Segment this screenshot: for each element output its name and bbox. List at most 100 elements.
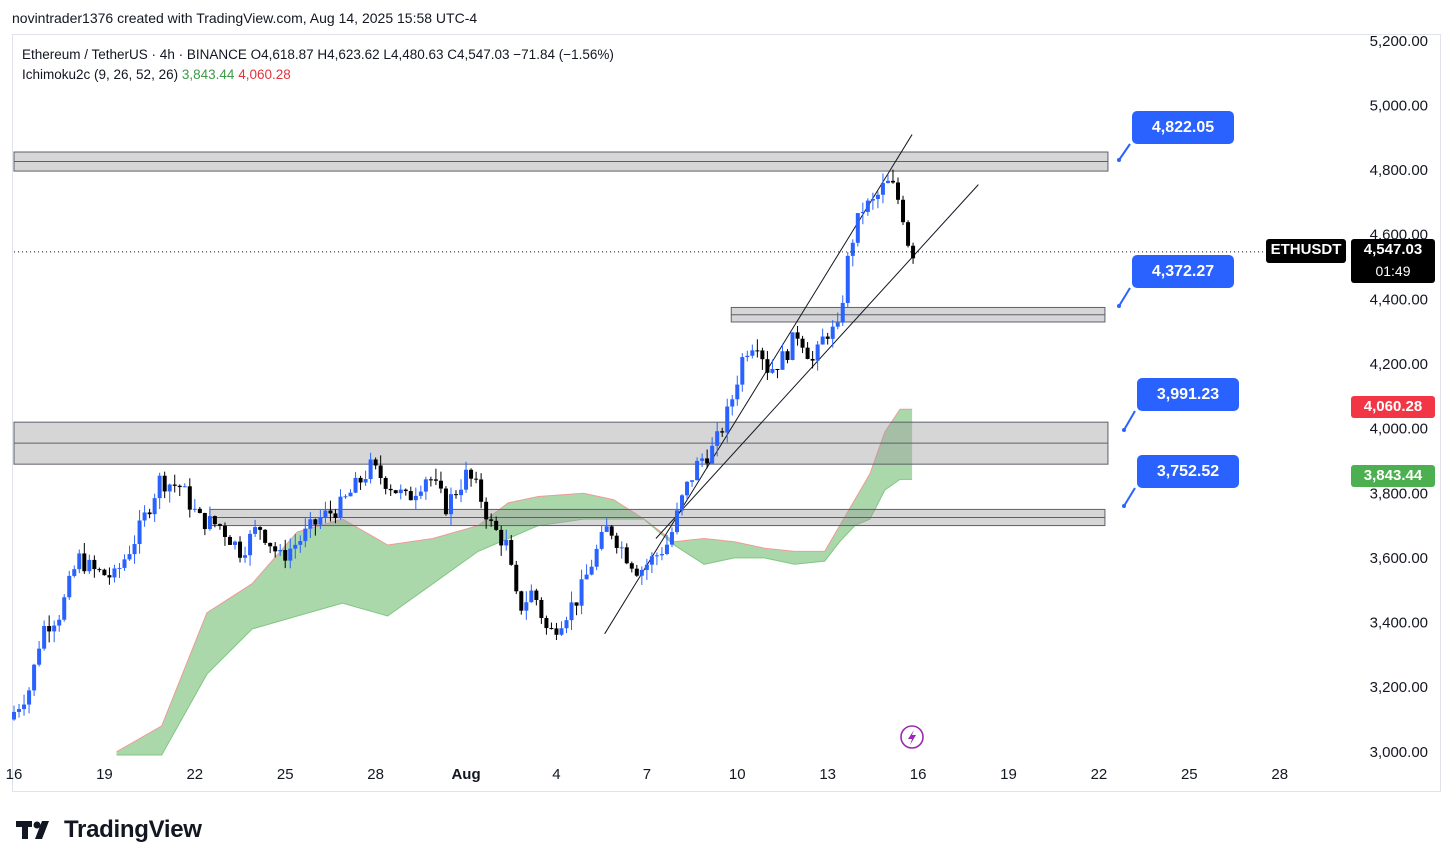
candle-bull	[67, 575, 72, 598]
candle-bear	[268, 542, 273, 547]
candle-bear	[514, 564, 519, 592]
date-tick-label: 4	[552, 766, 560, 783]
callout-support-1[interactable]: 4,372.27	[1132, 255, 1234, 288]
candle-bull	[27, 690, 32, 705]
callout-anchor-dot	[1122, 428, 1126, 432]
candle-bull	[780, 351, 785, 370]
candle-bull	[855, 213, 860, 243]
callout-connector	[1118, 287, 1131, 307]
candle-bull	[770, 369, 775, 373]
candle-bear	[479, 479, 484, 502]
candle-bear	[393, 490, 398, 494]
candle-bear	[197, 508, 202, 514]
candle-bear	[509, 540, 514, 565]
candle-bull	[112, 568, 117, 578]
candle-bull	[840, 302, 845, 323]
price-tick-label: 4,800.00	[1370, 162, 1428, 179]
candle-bull	[293, 544, 298, 549]
indicator-value-lead-a: 3,843.44	[181, 67, 235, 82]
callout-support-2[interactable]: 3,991.23	[1137, 378, 1239, 411]
indicator-value-lead-b: 4,060.28	[238, 67, 291, 82]
candle-bull	[318, 517, 323, 525]
candle-bear	[172, 484, 177, 486]
candle-bull	[659, 554, 664, 556]
candle-bull	[122, 559, 127, 568]
candle-bull	[77, 553, 82, 570]
candle-bear	[896, 182, 900, 200]
symbol-ohlc-line: Ethereum / TetherUS · 4h · BINANCE O4,61…	[22, 47, 614, 62]
candle-bear	[901, 199, 906, 223]
symbol-tag: ETHUSDT	[1266, 239, 1346, 263]
candle-bear	[760, 350, 765, 360]
candle-bull	[669, 532, 674, 545]
callout-anchor-dot	[1122, 504, 1126, 508]
candle-bear	[147, 512, 152, 515]
candle-bull	[564, 620, 569, 629]
callout-anchor-dot	[1117, 304, 1121, 308]
date-tick-label: 19	[96, 766, 113, 783]
candle-bear	[47, 626, 52, 632]
candle-bear	[795, 332, 800, 339]
candle-bear	[810, 358, 815, 361]
candle-bull	[363, 479, 368, 483]
candle-bear	[574, 602, 579, 606]
candle-bear	[313, 519, 318, 525]
candle-bull	[157, 475, 162, 499]
candle-bull	[182, 486, 187, 488]
candle-bull	[664, 544, 669, 555]
candle-bear	[403, 489, 408, 492]
candle-bull	[885, 180, 890, 184]
callout-connector	[1123, 487, 1136, 507]
candle-bull	[17, 709, 22, 712]
callout-resistance-top[interactable]: 4,822.05	[1132, 111, 1234, 144]
date-tick-label: 28	[1271, 766, 1288, 783]
candle-bull	[524, 602, 529, 611]
price-tick-label: 3,400.00	[1370, 615, 1428, 632]
candle-bear	[202, 513, 207, 530]
candle-bull	[298, 541, 303, 545]
candle-bear	[408, 491, 413, 501]
candle-bear	[624, 547, 629, 564]
candle-bull	[398, 489, 403, 494]
callout-connector	[1123, 410, 1136, 431]
candle-bear	[378, 465, 383, 478]
candle-bull	[599, 531, 604, 549]
candle-bull	[865, 200, 870, 212]
tradingview-logo-icon	[16, 821, 49, 839]
candle-bull	[750, 350, 755, 356]
indicator-line: Ichimoku2c (9, 26, 52, 26) 3,843.44 4,06…	[22, 65, 614, 85]
callout-connector	[1118, 143, 1131, 161]
tradingview-logo[interactable]: TradingView	[16, 816, 202, 844]
candle-bear	[489, 519, 494, 521]
price-tick-label: 3,800.00	[1370, 485, 1428, 502]
candle-bull	[504, 540, 509, 546]
callout-support-3[interactable]: 3,752.52	[1137, 455, 1239, 488]
candle-bear	[428, 479, 433, 481]
candle-bear	[775, 369, 780, 371]
candle-bear	[187, 486, 192, 510]
candle-bull	[464, 469, 469, 490]
candle-bull	[42, 626, 47, 649]
candle-bull	[32, 664, 37, 691]
candle-bear	[539, 599, 544, 619]
candle-bear	[609, 526, 614, 536]
candle-bear	[438, 480, 443, 489]
price-tick-label: 4,000.00	[1370, 421, 1428, 438]
candle-bull	[167, 484, 172, 492]
cloud-upper-tag: 4,060.28	[1351, 396, 1435, 418]
candle-bear	[217, 524, 222, 526]
candle-bear	[629, 563, 634, 569]
date-tick-label: 13	[819, 766, 836, 783]
candle-bear	[720, 431, 725, 433]
cloud-lead-a-line	[116, 478, 913, 756]
candle-bull	[117, 567, 122, 569]
price-tick-label: 4,400.00	[1370, 291, 1428, 308]
date-tick-label: 16	[910, 766, 927, 783]
last-price-tag: 4,547.03 01:49	[1351, 239, 1435, 283]
candle-bull	[192, 508, 197, 510]
candle-bull	[715, 431, 720, 446]
candle-bull	[725, 406, 730, 433]
candle-bull	[253, 527, 258, 534]
price-tick-label: 3,000.00	[1370, 744, 1428, 761]
